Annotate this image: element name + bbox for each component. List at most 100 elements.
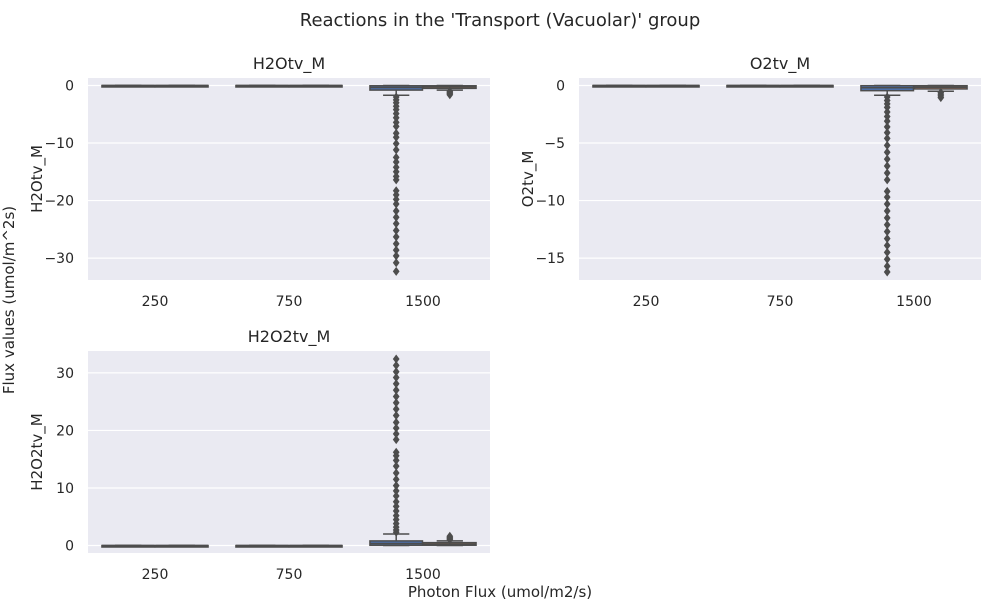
outlier-point [883, 267, 891, 277]
plot-area [88, 78, 490, 280]
outlier-point [883, 133, 891, 143]
outlier-point [883, 102, 891, 112]
x-tick-label: 1500 [896, 294, 932, 310]
outlier-point [392, 410, 400, 420]
y-axis-label: H2Otv_M [28, 145, 47, 213]
figure-ylabel: Flux values (umol/m^2s) [0, 206, 18, 394]
outlier-point [392, 491, 400, 501]
outlier-point [392, 486, 400, 496]
box-250-series-2 [154, 544, 209, 548]
box-250-series-2 [645, 84, 700, 88]
outlier-point [392, 461, 400, 471]
outlier-point [883, 220, 891, 230]
y-tick-label: −15 [535, 251, 565, 267]
y-tick-label: −5 [544, 136, 565, 152]
outlier-point [883, 147, 891, 157]
outlier-point [392, 511, 400, 521]
box-250-series-1 [101, 84, 156, 88]
y-tick-label: 0 [65, 539, 74, 555]
subplot-title: O2tv_M [750, 54, 810, 74]
outlier-point [392, 152, 400, 162]
y-tick-label: −30 [44, 251, 74, 267]
box-250-series-2 [154, 84, 209, 88]
outlier-point [883, 107, 891, 117]
outlier-point [392, 455, 400, 465]
outlier-point [392, 145, 400, 155]
x-tick-label: 750 [276, 294, 303, 310]
y-tick-label: 30 [56, 366, 74, 382]
outlier-point [883, 213, 891, 223]
outlier-point [883, 186, 891, 196]
box-750-series-1 [235, 84, 290, 88]
outlier-point [392, 474, 400, 484]
x-tick-label: 1500 [405, 294, 441, 310]
x-tick-label: 250 [142, 567, 169, 583]
box-1500-series-1 [369, 84, 424, 276]
outlier-point [883, 254, 891, 264]
outlier-point [883, 161, 891, 171]
figure-title: Reactions in the 'Transport (Vacuolar)' … [300, 10, 701, 31]
outlier-point [392, 194, 400, 204]
box-250-series-1 [101, 544, 156, 548]
plot-area [579, 78, 981, 280]
outlier-point [392, 199, 400, 209]
subplot-3: 0 10 20 30 250 750 1500 H2O2tv_M H2O2tv_M [28, 327, 490, 583]
y-tick-label: −10 [44, 136, 74, 152]
outlier-point [883, 112, 891, 122]
y-tick-label: 10 [56, 481, 74, 497]
outlier-point [937, 93, 945, 103]
outlier-point [883, 247, 891, 257]
outlier-point [392, 206, 400, 216]
box-1500-series-2 [422, 531, 477, 547]
x-tick-label: 750 [767, 294, 794, 310]
outlier-point [392, 113, 400, 123]
x-tick-label: 250 [633, 294, 660, 310]
outlier-point [883, 234, 891, 244]
outlier-point [392, 506, 400, 516]
outlier-point [883, 122, 891, 132]
outlier-point [392, 398, 400, 408]
subplot-1: 0 −10 −20 −30 250 750 1500 H2Otv_M H2Otv_M [28, 54, 490, 310]
outlier-point [392, 354, 400, 364]
outlier-point [883, 154, 891, 164]
box-750-series-1 [726, 84, 781, 88]
outlier-point [392, 501, 400, 511]
outlier-point [883, 199, 891, 209]
subplot-title: H2Otv_M [253, 54, 325, 74]
outlier-point [392, 429, 400, 439]
outlier-point [446, 90, 454, 100]
y-tick-label: −10 [535, 194, 565, 210]
outlier-point [392, 212, 400, 222]
plot-area [88, 351, 490, 553]
outlier-point [883, 192, 891, 202]
outlier-point [392, 385, 400, 395]
outlier-point [883, 227, 891, 237]
outlier-point [392, 239, 400, 249]
outlier-point [392, 481, 400, 491]
box-250-series-1 [592, 84, 647, 88]
outlier-point [392, 132, 400, 142]
outlier-point [392, 372, 400, 382]
outlier-point [883, 116, 891, 126]
outlier-point [883, 168, 891, 178]
outlier-point [392, 379, 400, 389]
outlier-point [392, 139, 400, 149]
outlier-point [883, 140, 891, 150]
outlier-point [392, 360, 400, 370]
outlier-point [392, 391, 400, 401]
box-1500-series-2 [422, 84, 477, 100]
outlier-point [392, 157, 400, 167]
outlier-point [883, 128, 891, 138]
outlier-point [392, 162, 400, 172]
subplots: 0 −10 −20 −30 250 750 1500 H2Otv_M H2Otv_M 0 −5 −10… [28, 54, 981, 583]
outlier-point [392, 121, 400, 131]
figure-xlabel: Photon Flux (umol/m2/s) [408, 583, 592, 600]
outlier-point [446, 531, 454, 541]
outlier-point [883, 240, 891, 250]
subplot-title: H2O2tv_M [248, 327, 331, 347]
outlier-point [392, 447, 400, 457]
outlier-point [392, 266, 400, 276]
outlier-point [392, 175, 400, 185]
outlier-point [392, 423, 400, 433]
